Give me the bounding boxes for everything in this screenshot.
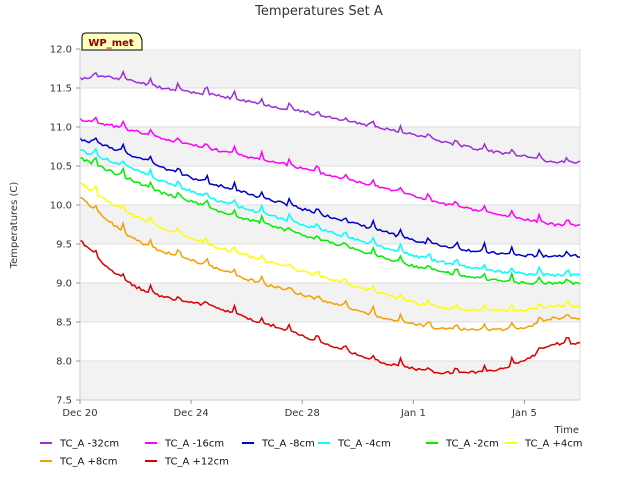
grid-bands xyxy=(80,49,581,401)
y-tick-label: 10.5 xyxy=(50,162,72,173)
legend-item: TC_A +12cm xyxy=(145,457,229,468)
badge-text: WP_met xyxy=(88,38,134,49)
y-tick-label: 8.0 xyxy=(56,357,72,368)
legend-label: TC_A -32cm xyxy=(59,439,119,450)
series-layer xyxy=(79,69,581,375)
legend-item: TC_A -32cm xyxy=(40,439,119,450)
series-line xyxy=(79,239,581,375)
y-tick-label: 7.5 xyxy=(56,396,72,407)
series-line xyxy=(79,196,581,332)
legend-label: TC_A -16cm xyxy=(164,439,224,450)
legend-label: TC_A +4cm xyxy=(524,439,583,450)
legend: TC_A -32cm TC_A -16cm TC_A -8cm TC_A -4cm TC… xyxy=(40,439,583,468)
x-tick-label: Dec 20 xyxy=(62,408,97,419)
legend-label: TC_A +8cm xyxy=(59,457,118,468)
legend-label: TC_A -2cm xyxy=(445,439,499,450)
legend-label: TC_A -8cm xyxy=(261,439,315,450)
x-tick-label: Dec 24 xyxy=(173,408,208,419)
legend-item: TC_A +8cm xyxy=(40,457,118,468)
grid-band xyxy=(80,361,580,400)
series-line xyxy=(79,182,581,313)
y-tick-label: 10.0 xyxy=(50,201,72,212)
series-line xyxy=(79,69,581,164)
y-tick-label: 8.5 xyxy=(56,318,72,329)
y-tick-label: 9.5 xyxy=(56,240,72,251)
series-line xyxy=(79,156,581,286)
legend-item: TC_A +4cm xyxy=(505,439,583,450)
chart-title: Temperatures Set A xyxy=(254,4,383,19)
x-tick-label: Jan 1 xyxy=(400,408,426,419)
legend-item: TC_A -2cm xyxy=(426,439,499,450)
badge-shape xyxy=(81,32,143,51)
legend-item: TC_A -8cm xyxy=(242,439,315,450)
series-line xyxy=(79,116,581,227)
series-line xyxy=(79,136,580,259)
y-tick-label: 12.0 xyxy=(50,45,72,56)
legend-item: TC_A -16cm xyxy=(145,439,224,450)
y-tick-label: 11.0 xyxy=(50,123,72,134)
series-line xyxy=(80,147,581,278)
y-axis-title: Temperatures (C) xyxy=(9,182,20,270)
station-badge: WP_met xyxy=(81,32,143,51)
y-tick-label: 11.5 xyxy=(50,84,72,95)
legend-label: TC_A -4cm xyxy=(337,439,391,450)
x-axis-title: Time xyxy=(554,425,579,436)
x-tick-label: Dec 28 xyxy=(285,408,320,419)
grid-band xyxy=(80,205,580,244)
grid-band xyxy=(80,127,580,166)
x-tick-label: Jan 5 xyxy=(511,408,537,419)
legend-label: TC_A +12cm xyxy=(164,457,229,468)
legend-item: TC_A -4cm xyxy=(318,439,391,450)
grid-band xyxy=(80,49,580,88)
y-tick-label: 9.0 xyxy=(56,279,72,290)
axis-layer: 7.5 8.0 8.5 9.0 9.5 10.0 10.5 11.0 11.5 12.0 Dec 2… xyxy=(50,45,580,419)
